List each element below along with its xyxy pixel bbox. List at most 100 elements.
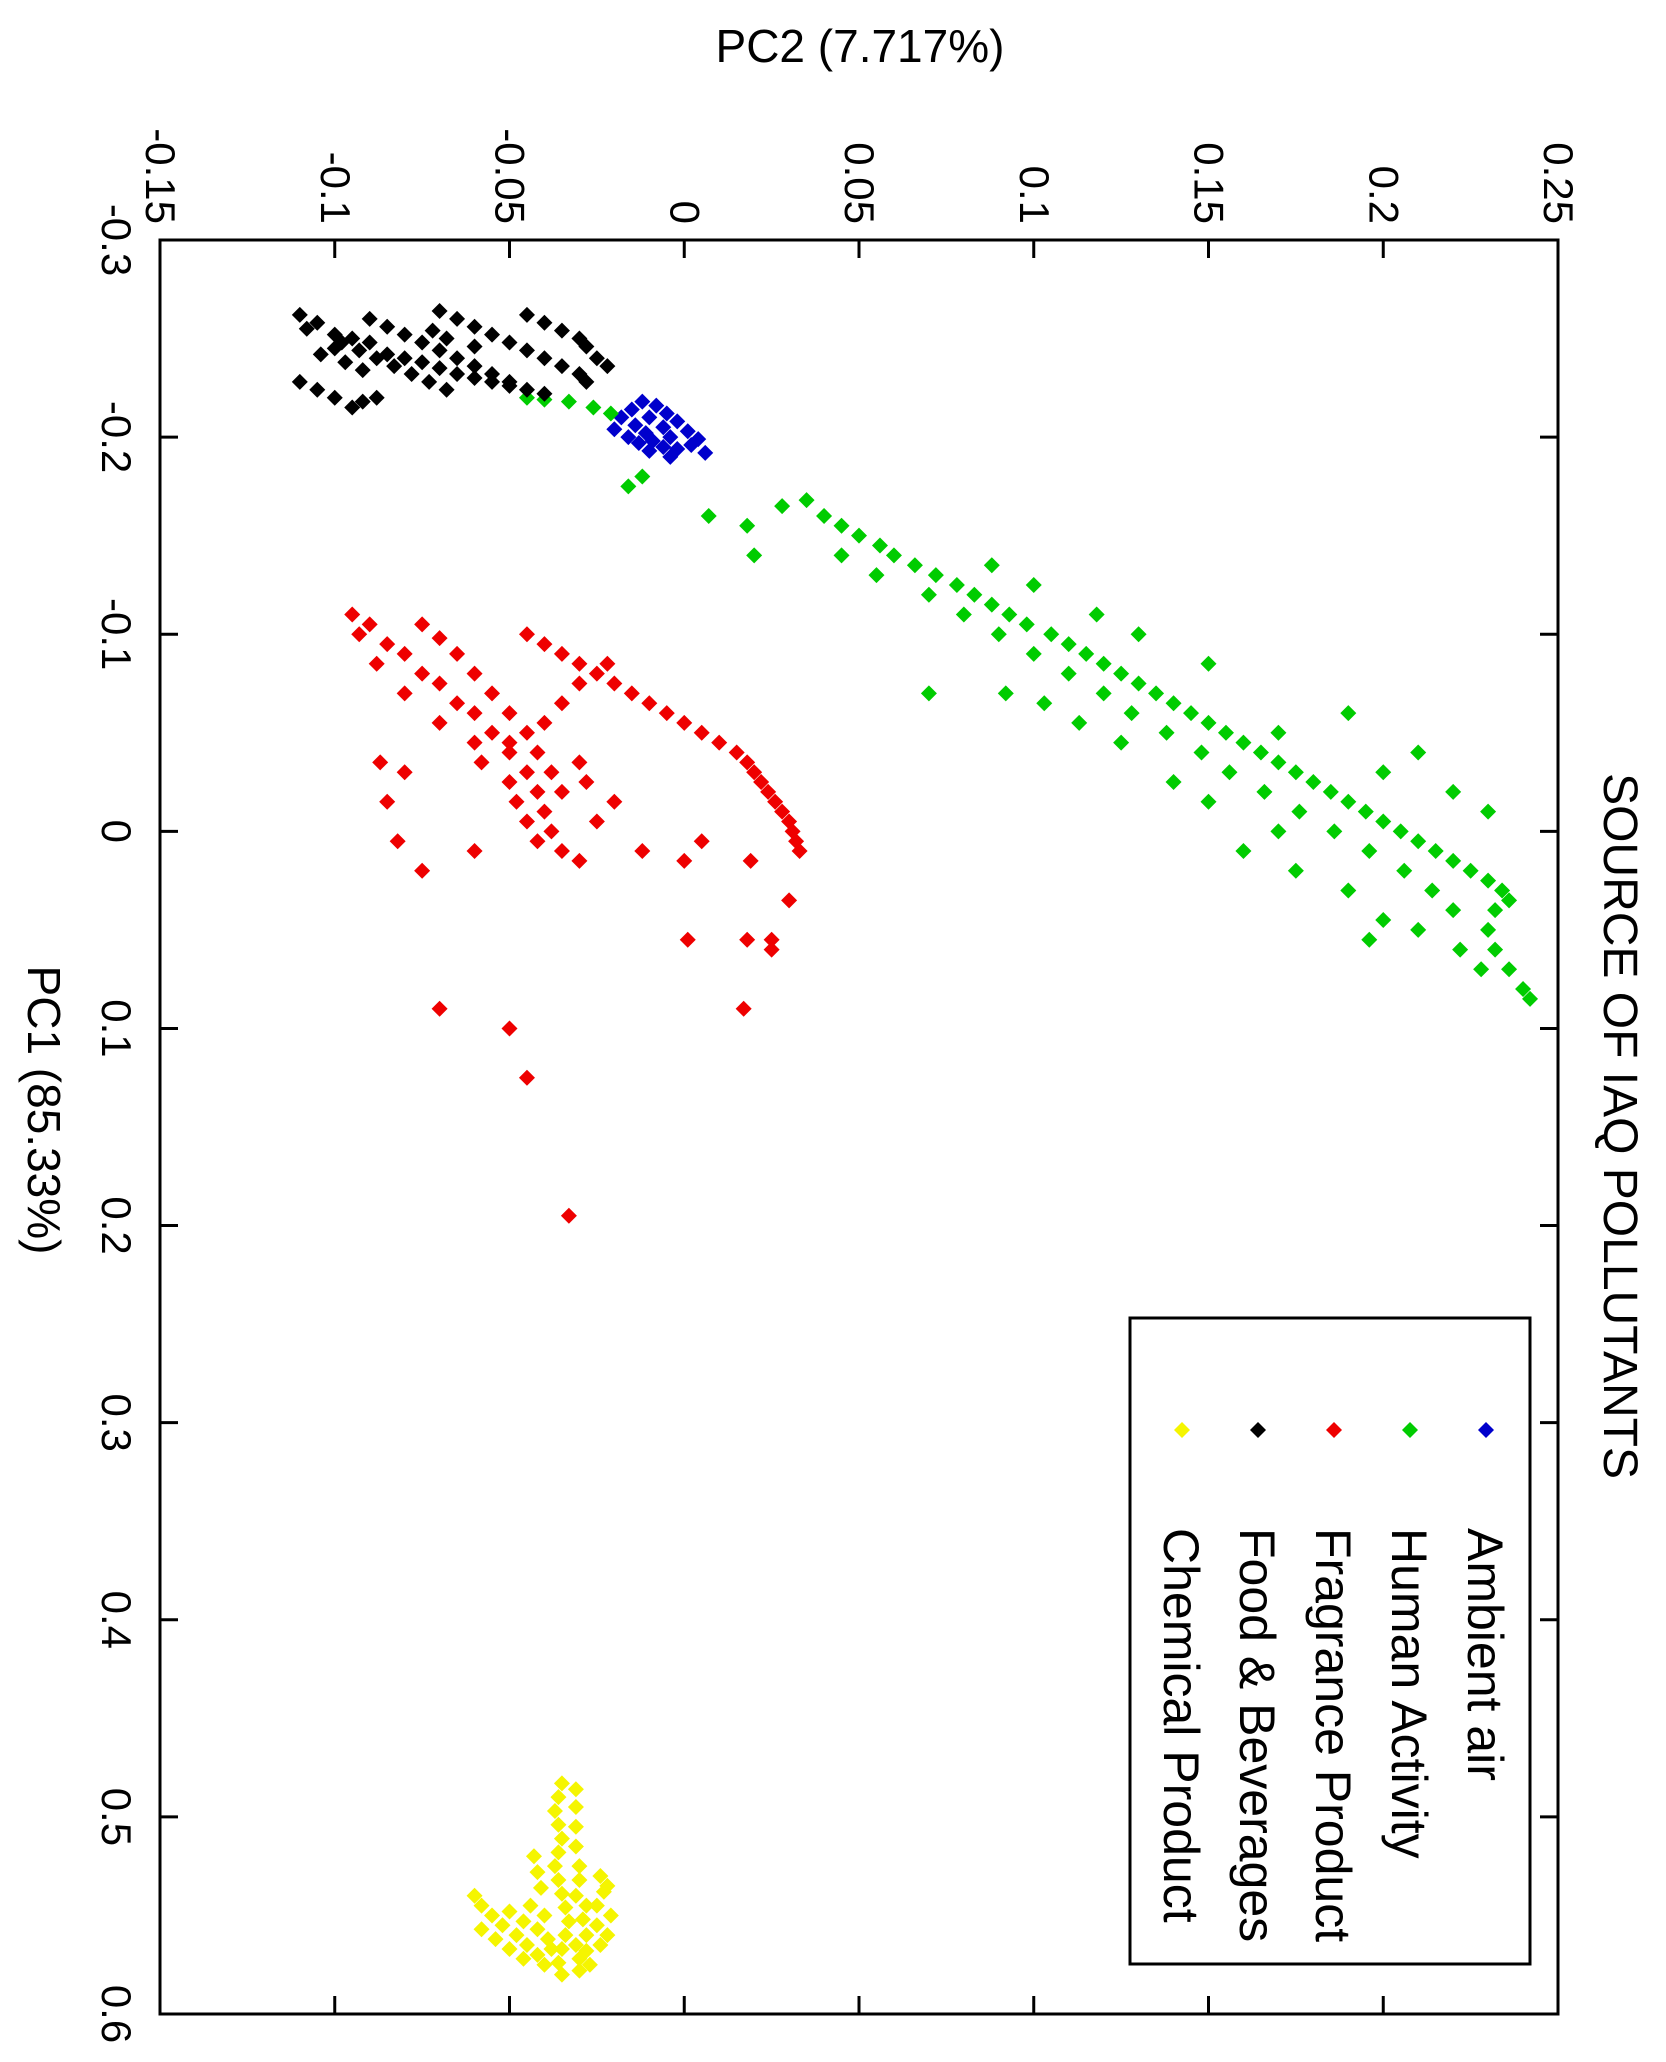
data-point-series-2 bbox=[588, 665, 605, 682]
pc1-tick-label: -0.2 bbox=[93, 401, 140, 473]
data-point-series-1 bbox=[1130, 626, 1147, 643]
data-point-series-1 bbox=[990, 626, 1007, 643]
data-point-series-1 bbox=[1515, 981, 1532, 998]
data-point-series-1 bbox=[1123, 705, 1140, 722]
data-point-series-4 bbox=[550, 1844, 567, 1861]
data-point-series-1 bbox=[774, 498, 791, 515]
data-point-series-4 bbox=[567, 1781, 584, 1798]
data-point-series-2 bbox=[361, 616, 378, 633]
data-point-series-1 bbox=[1494, 882, 1511, 899]
data-point-series-1 bbox=[1445, 902, 1462, 919]
data-point-series-1 bbox=[1078, 645, 1095, 662]
data-point-series-2 bbox=[553, 645, 570, 662]
data-point-series-1 bbox=[1060, 665, 1077, 682]
data-point-series-2 bbox=[553, 843, 570, 860]
data-point-series-2 bbox=[466, 705, 483, 722]
data-point-series-1 bbox=[1361, 931, 1378, 948]
data-point-series-1 bbox=[955, 606, 972, 623]
data-point-series-3 bbox=[438, 330, 455, 347]
data-point-series-3 bbox=[354, 393, 371, 410]
data-point-series-1 bbox=[634, 468, 651, 485]
data-point-series-1 bbox=[1287, 862, 1304, 879]
data-point-series-1 bbox=[816, 507, 833, 524]
data-point-series-4 bbox=[567, 1799, 584, 1816]
data-point-series-2 bbox=[536, 636, 553, 653]
data-point-series-1 bbox=[1060, 636, 1077, 653]
pc1-tick-label: 0.6 bbox=[93, 1985, 140, 2043]
data-point-series-1 bbox=[602, 405, 619, 422]
data-point-series-2 bbox=[606, 675, 623, 692]
data-point-series-4 bbox=[553, 1885, 570, 1902]
data-point-series-0 bbox=[662, 429, 679, 446]
data-point-series-1 bbox=[1113, 665, 1130, 682]
data-point-series-2 bbox=[414, 616, 431, 633]
data-point-series-2 bbox=[767, 793, 784, 810]
data-point-series-3 bbox=[536, 385, 553, 402]
data-point-series-2 bbox=[529, 783, 546, 800]
data-point-series-1 bbox=[920, 685, 937, 702]
data-point-series-1 bbox=[920, 586, 937, 603]
data-point-series-0 bbox=[655, 438, 672, 455]
data-point-series-1 bbox=[1200, 714, 1217, 731]
pc1-tick-label: 0.3 bbox=[93, 1393, 140, 1451]
data-point-series-1 bbox=[997, 685, 1014, 702]
data-point-series-1 bbox=[1291, 803, 1308, 820]
data-point-series-4 bbox=[588, 1917, 605, 1934]
data-point-series-2 bbox=[693, 724, 710, 741]
data-point-series-4 bbox=[501, 1940, 518, 1957]
data-point-series-1 bbox=[1036, 695, 1053, 712]
data-point-series-0 bbox=[669, 413, 686, 430]
data-point-series-1 bbox=[1287, 764, 1304, 781]
data-point-series-2 bbox=[518, 813, 535, 830]
data-point-series-4 bbox=[473, 1897, 490, 1914]
legend-label: Chemical Product bbox=[1153, 1528, 1209, 1923]
data-point-series-1 bbox=[1235, 734, 1252, 751]
data-point-series-2 bbox=[774, 803, 791, 820]
pc2-axis-ticks: -0.15 -0.1 -0.05 0 0.05 0.1 0.15 0.2 0.25 bbox=[137, 128, 1582, 2014]
data-point-series-1 bbox=[585, 399, 602, 416]
data-point-series-3 bbox=[518, 306, 535, 323]
data-point-series-2 bbox=[414, 862, 431, 879]
data-point-series-3 bbox=[337, 354, 354, 371]
data-point-series-4 bbox=[557, 1927, 574, 1944]
data-point-series-1 bbox=[833, 547, 850, 564]
pc1-tick-label: 0.1 bbox=[93, 999, 140, 1057]
data-point-series-0 bbox=[641, 442, 658, 459]
data-point-series-4 bbox=[553, 1940, 570, 1957]
data-point-series-2 bbox=[529, 833, 546, 850]
data-point-series-2 bbox=[484, 685, 501, 702]
data-point-series-3 bbox=[518, 342, 535, 359]
pc2-tick-label: 0.15 bbox=[1186, 142, 1233, 224]
data-point-series-0 bbox=[641, 409, 658, 426]
data-point-series-4 bbox=[595, 1883, 612, 1900]
data-point-series-2 bbox=[372, 754, 389, 771]
legend-marker bbox=[1478, 1422, 1494, 1438]
data-point-series-2 bbox=[529, 744, 546, 761]
data-point-series-1 bbox=[700, 507, 717, 524]
data-point-series-1 bbox=[1043, 626, 1060, 643]
data-point-series-0 bbox=[634, 393, 651, 410]
legend-label: Food & Beverages bbox=[1229, 1528, 1285, 1942]
data-point-series-3 bbox=[309, 381, 326, 398]
data-point-series-1 bbox=[1001, 606, 1018, 623]
data-point-series-1 bbox=[1410, 744, 1427, 761]
data-point-series-1 bbox=[833, 517, 850, 534]
data-point-series-3 bbox=[484, 366, 501, 383]
data-point-series-4 bbox=[466, 1887, 483, 1904]
data-point-series-4 bbox=[602, 1907, 619, 1924]
data-point-series-0 bbox=[623, 401, 640, 418]
data-point-series-2 bbox=[781, 892, 798, 909]
data-point-series-4 bbox=[574, 1911, 591, 1928]
data-point-series-1 bbox=[1252, 744, 1269, 761]
pc2-axis-title: PC2 (7.717%) bbox=[716, 20, 1005, 72]
data-point-series-2 bbox=[466, 734, 483, 751]
data-point-series-2 bbox=[368, 655, 385, 672]
data-point-series-2 bbox=[396, 645, 413, 662]
pc2-tick-label: 0.25 bbox=[1535, 142, 1582, 224]
data-point-series-2 bbox=[763, 931, 780, 948]
data-point-series-1 bbox=[1445, 783, 1462, 800]
data-point-series-2 bbox=[449, 695, 466, 712]
data-point-series-2 bbox=[501, 744, 518, 761]
data-point-series-1 bbox=[1340, 793, 1357, 810]
legend-marker bbox=[1250, 1422, 1266, 1438]
